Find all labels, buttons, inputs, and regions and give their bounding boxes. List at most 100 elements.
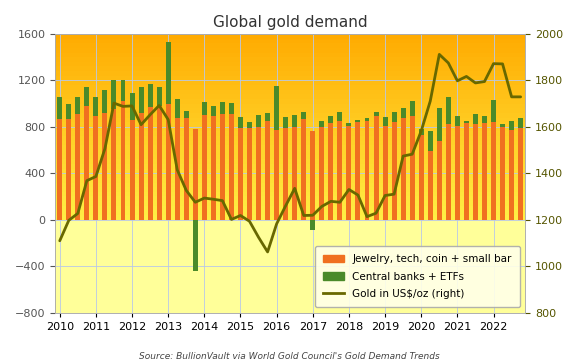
Bar xyxy=(283,117,288,128)
Bar xyxy=(346,126,351,220)
Gold in US$/oz (right) xyxy=(436,52,443,57)
Bar xyxy=(437,108,442,141)
Bar xyxy=(55,305,525,308)
Bar xyxy=(202,103,207,115)
Bar xyxy=(55,99,525,104)
Bar xyxy=(55,71,525,76)
Bar xyxy=(55,196,525,201)
Gold in US$/oz (right) xyxy=(309,213,316,217)
Bar xyxy=(55,266,525,269)
Title: Global gold demand: Global gold demand xyxy=(213,15,368,30)
Bar xyxy=(292,127,297,220)
Bar xyxy=(220,114,225,220)
Bar xyxy=(500,127,505,220)
Bar xyxy=(256,115,261,127)
Bar xyxy=(464,123,469,220)
Bar xyxy=(55,294,525,296)
Bar xyxy=(129,120,135,220)
Bar xyxy=(256,127,261,220)
Bar xyxy=(55,220,525,222)
Bar xyxy=(310,131,315,220)
Bar xyxy=(446,97,451,125)
Bar xyxy=(229,114,234,220)
Bar xyxy=(55,236,525,238)
Bar xyxy=(84,87,90,106)
Bar xyxy=(102,113,108,220)
Bar xyxy=(319,121,324,127)
Bar xyxy=(55,282,525,285)
Bar xyxy=(55,141,525,145)
Gold in US$/oz (right) xyxy=(517,95,524,99)
Bar xyxy=(175,99,180,118)
Bar xyxy=(112,109,116,220)
Bar xyxy=(328,123,334,220)
Bar xyxy=(55,187,525,192)
Bar xyxy=(55,122,525,127)
Bar xyxy=(55,227,525,229)
Bar xyxy=(55,250,525,252)
Bar xyxy=(193,220,198,271)
Bar xyxy=(184,118,189,220)
Bar xyxy=(84,106,90,220)
Bar xyxy=(383,126,388,220)
Bar xyxy=(238,128,243,220)
Bar xyxy=(373,112,379,116)
Bar xyxy=(55,240,525,243)
Bar xyxy=(328,116,334,123)
Bar xyxy=(55,159,525,164)
Bar xyxy=(283,128,288,220)
Bar xyxy=(355,121,361,122)
Bar xyxy=(55,224,525,227)
Gold in US$/oz (right) xyxy=(264,250,271,254)
Bar xyxy=(55,271,525,273)
Bar xyxy=(410,101,414,116)
Bar xyxy=(373,116,379,220)
Bar xyxy=(446,125,451,220)
Bar xyxy=(338,112,342,121)
Bar xyxy=(55,289,525,292)
Bar xyxy=(55,155,525,159)
Bar xyxy=(55,85,525,90)
Gold in US$/oz (right) xyxy=(56,239,63,243)
Bar xyxy=(55,34,525,39)
Bar xyxy=(55,34,525,220)
Bar xyxy=(211,116,216,220)
Bar xyxy=(55,118,525,122)
Bar xyxy=(418,135,424,220)
Bar xyxy=(102,90,108,113)
Bar xyxy=(301,119,306,220)
Text: Source: BullionVault via World Gold Council's Gold Demand Trends: Source: BullionVault via World Gold Coun… xyxy=(139,352,439,361)
Bar xyxy=(55,292,525,294)
Bar xyxy=(55,273,525,275)
Bar xyxy=(55,257,525,259)
Bar xyxy=(147,84,153,107)
Bar xyxy=(55,48,525,52)
Bar xyxy=(75,114,80,220)
Bar xyxy=(509,130,514,220)
Bar xyxy=(55,243,525,245)
Bar xyxy=(57,119,62,220)
Bar xyxy=(55,255,525,257)
Bar xyxy=(518,128,523,220)
Gold in US$/oz (right) xyxy=(346,187,353,192)
Bar xyxy=(139,113,143,220)
Bar xyxy=(57,97,62,119)
Bar xyxy=(455,126,460,220)
Bar xyxy=(55,183,525,187)
Bar xyxy=(202,115,207,220)
Bar xyxy=(274,86,279,130)
Bar xyxy=(401,108,406,118)
Bar xyxy=(55,62,525,66)
Bar xyxy=(55,136,525,141)
Bar xyxy=(55,222,525,224)
Line: Gold in US$/oz (right): Gold in US$/oz (right) xyxy=(60,55,521,252)
Bar xyxy=(157,106,162,220)
Bar xyxy=(121,80,125,101)
Bar xyxy=(166,104,171,220)
Bar xyxy=(355,122,361,220)
Bar xyxy=(392,112,397,122)
Bar xyxy=(55,269,525,271)
Bar xyxy=(75,97,80,114)
Bar xyxy=(346,123,351,126)
Bar xyxy=(55,76,525,81)
